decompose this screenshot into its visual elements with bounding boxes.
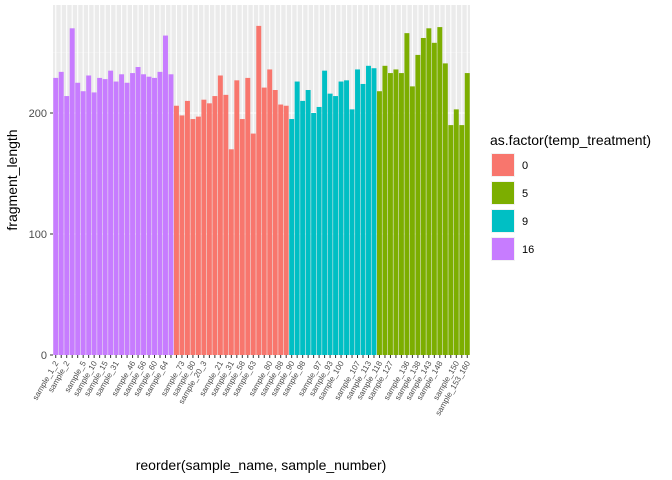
- legend-key: [492, 154, 514, 176]
- bar: [344, 80, 350, 355]
- bar: [195, 116, 201, 355]
- bar: [272, 90, 278, 355]
- bar: [86, 75, 92, 356]
- bar: [135, 67, 141, 356]
- bar: [69, 28, 75, 356]
- bar: [124, 82, 130, 355]
- y-tick-label: 0: [41, 350, 47, 362]
- bar: [294, 81, 300, 355]
- bar: [212, 96, 218, 355]
- bar: [398, 73, 404, 355]
- bar: [250, 133, 256, 355]
- bar: [371, 68, 377, 355]
- bar: [179, 115, 185, 355]
- bar: [75, 82, 81, 355]
- bar: [108, 70, 114, 356]
- legend-key: [492, 210, 514, 232]
- bar: [426, 28, 432, 356]
- bar: [382, 65, 388, 355]
- legend-label: 9: [522, 216, 528, 228]
- bar: [377, 91, 382, 355]
- bar: [64, 96, 70, 355]
- y-tick-label: 100: [29, 229, 47, 241]
- legend-key: [492, 238, 514, 260]
- bar: [53, 77, 59, 355]
- bar: [387, 73, 393, 355]
- bar: [283, 105, 289, 356]
- bar: [448, 125, 454, 355]
- bar: [184, 100, 190, 356]
- bar: [80, 91, 86, 355]
- bar: [360, 83, 366, 356]
- bar: [223, 94, 229, 355]
- bar: [113, 81, 119, 355]
- bar: [300, 100, 306, 356]
- bar: [261, 87, 267, 355]
- bar: [190, 119, 196, 355]
- bar: [420, 37, 426, 355]
- bar: [278, 104, 284, 355]
- y-tick-label: 200: [29, 108, 47, 120]
- bar: [453, 109, 459, 356]
- bar: [146, 76, 152, 355]
- bar: [267, 69, 273, 355]
- bar: [163, 35, 168, 356]
- legend-key: [492, 182, 514, 204]
- bar: [157, 71, 163, 356]
- bar: [239, 119, 245, 355]
- bar: [431, 42, 437, 355]
- bar: [201, 99, 207, 355]
- x-axis: sample_1_2sample_2sample_5sample_10sampl…: [31, 355, 472, 417]
- bar: [234, 80, 240, 355]
- bar: [256, 25, 262, 355]
- bar: [464, 73, 470, 355]
- y-axis: 0 100 200: [29, 108, 53, 362]
- legend-title: as.factor(temp_treatment): [490, 132, 651, 148]
- bar: [327, 93, 333, 355]
- bar: [91, 92, 97, 356]
- bar: [404, 33, 410, 355]
- bar: [102, 79, 108, 356]
- bar: [322, 70, 328, 356]
- bar: [409, 86, 415, 355]
- bar: [130, 73, 136, 355]
- bar: [152, 77, 157, 355]
- bar: [141, 74, 146, 355]
- x-axis-title: reorder(sample_name, sample_number): [136, 457, 387, 473]
- bar: [311, 113, 317, 355]
- bar: [305, 90, 311, 355]
- bar: [349, 109, 355, 356]
- bar: [206, 103, 212, 355]
- bar: [119, 74, 125, 355]
- bar: [442, 63, 448, 355]
- bars: [53, 25, 470, 356]
- legend: as.factor(temp_treatment) 0 5 9 16: [490, 132, 651, 261]
- bar: [415, 54, 421, 356]
- bar: [217, 75, 223, 356]
- bar: [245, 77, 251, 355]
- y-axis-title: fragment_length: [4, 129, 20, 230]
- bar: [58, 71, 64, 356]
- bar: [459, 125, 465, 355]
- bar: [393, 69, 399, 355]
- bar: [316, 106, 322, 355]
- bar: [437, 27, 443, 356]
- bar: [173, 105, 179, 356]
- bar: [366, 65, 371, 355]
- legend-label: 16: [522, 244, 534, 256]
- bar: [289, 119, 295, 355]
- legend-label: 0: [522, 160, 528, 172]
- bar: [97, 77, 103, 355]
- bar: [168, 74, 174, 355]
- bar: [333, 96, 339, 355]
- bar: [338, 81, 344, 355]
- bar: [355, 69, 360, 355]
- legend-label: 5: [522, 188, 528, 200]
- bar: [228, 149, 234, 355]
